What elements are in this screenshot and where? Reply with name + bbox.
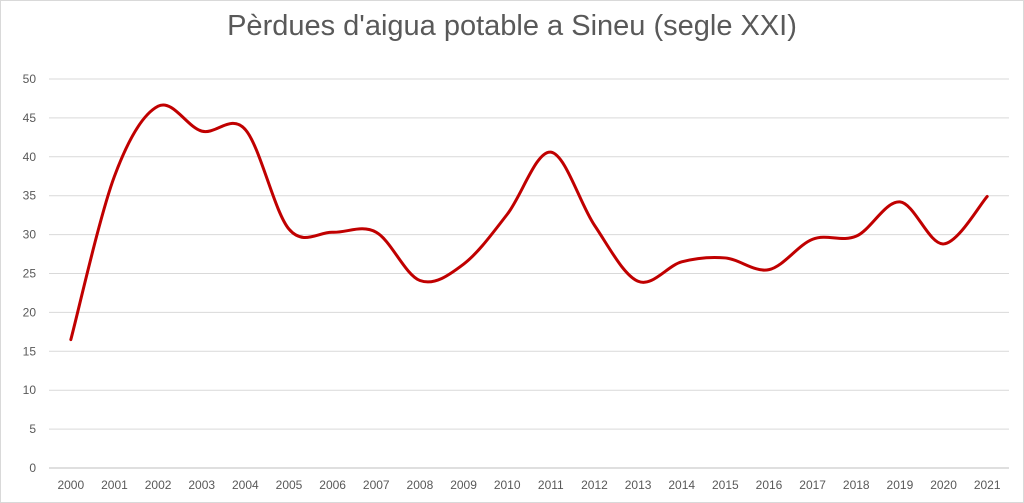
y-axis-ticks: 0 5 10 15 20 25 30 35 40 45 50 bbox=[23, 72, 37, 475]
data-point bbox=[681, 261, 683, 263]
x-tick-label: 2005 bbox=[276, 478, 303, 492]
data-point bbox=[462, 263, 464, 265]
x-tick-label: 2019 bbox=[887, 478, 914, 492]
data-point bbox=[811, 238, 813, 240]
x-tick-label: 2018 bbox=[843, 478, 870, 492]
gridlines bbox=[49, 78, 1009, 469]
data-point bbox=[986, 195, 988, 197]
data-point bbox=[375, 231, 377, 233]
x-tick-label: 2007 bbox=[363, 478, 390, 492]
data-point bbox=[113, 175, 115, 177]
series-group bbox=[69, 103, 989, 342]
x-tick-label: 2020 bbox=[930, 478, 957, 492]
y-tick-label: 45 bbox=[23, 111, 37, 125]
data-point bbox=[637, 280, 639, 282]
y-tick-label: 10 bbox=[23, 383, 37, 397]
data-point bbox=[331, 231, 333, 233]
y-tick-label: 0 bbox=[29, 461, 36, 475]
x-tick-label: 2000 bbox=[57, 478, 84, 492]
x-tick-label: 2009 bbox=[450, 478, 477, 492]
data-point bbox=[593, 224, 595, 226]
chart-title: Pèrdues d'aigua potable a Sineu (segle X… bbox=[227, 10, 797, 42]
x-tick-label: 2017 bbox=[799, 478, 826, 492]
x-tick-label: 2012 bbox=[581, 478, 608, 492]
y-tick-label: 30 bbox=[23, 228, 37, 242]
x-tick-label: 2013 bbox=[625, 478, 652, 492]
x-tick-label: 2014 bbox=[668, 478, 695, 492]
x-axis-ticks: 2000 2001 2002 2003 2004 2005 2006 2007 2008 2009… bbox=[57, 478, 1000, 492]
data-point bbox=[550, 151, 552, 153]
data-point bbox=[899, 201, 901, 203]
data-point bbox=[157, 105, 159, 107]
x-tick-label: 2021 bbox=[974, 478, 1001, 492]
y-tick-label: 40 bbox=[23, 150, 37, 164]
data-point bbox=[506, 213, 508, 215]
data-point bbox=[419, 279, 421, 281]
y-tick-label: 15 bbox=[23, 344, 37, 358]
x-tick-label: 2004 bbox=[232, 478, 259, 492]
series-line bbox=[69, 103, 989, 342]
data-point bbox=[244, 128, 246, 130]
y-tick-label: 20 bbox=[23, 305, 37, 319]
x-tick-label: 2011 bbox=[538, 478, 564, 492]
y-tick-label: 25 bbox=[23, 267, 37, 281]
x-tick-label: 2008 bbox=[407, 478, 434, 492]
data-point bbox=[201, 130, 203, 132]
x-tick-label: 2001 bbox=[101, 478, 128, 492]
x-tick-label: 2003 bbox=[188, 478, 215, 492]
x-tick-label: 2010 bbox=[494, 478, 521, 492]
data-point bbox=[70, 338, 72, 340]
data-point bbox=[288, 228, 290, 230]
data-point bbox=[724, 257, 726, 259]
x-tick-label: 2006 bbox=[319, 478, 346, 492]
y-tick-label: 50 bbox=[23, 72, 37, 86]
x-tick-label: 2016 bbox=[756, 478, 783, 492]
y-tick-label: 35 bbox=[23, 189, 37, 203]
x-tick-label: 2015 bbox=[712, 478, 739, 492]
y-tick-label: 5 bbox=[29, 422, 36, 436]
data-point bbox=[855, 235, 857, 237]
x-tick-label: 2002 bbox=[145, 478, 172, 492]
data-point bbox=[942, 243, 944, 245]
data-point bbox=[768, 268, 770, 270]
